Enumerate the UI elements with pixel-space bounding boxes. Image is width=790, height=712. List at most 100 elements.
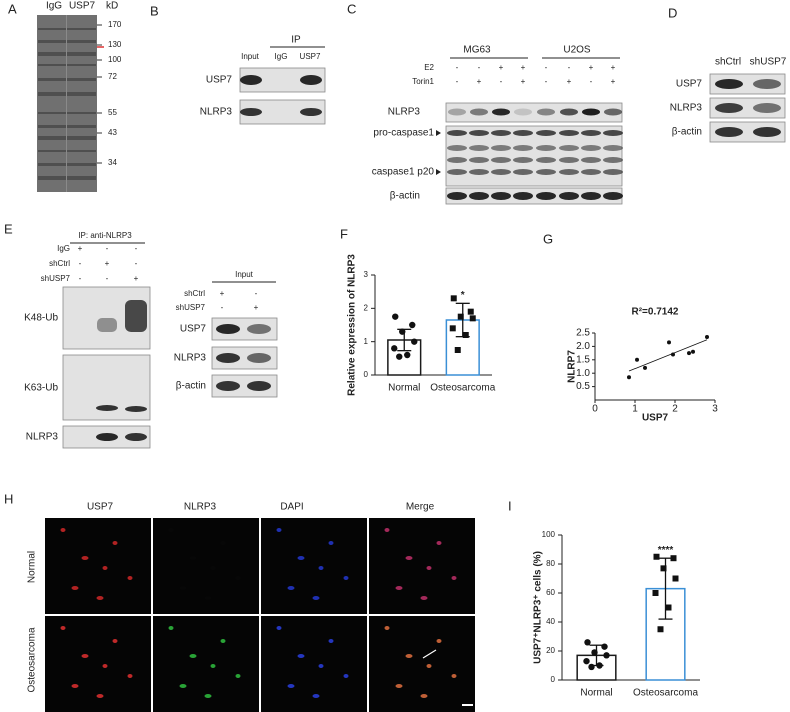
cell bbox=[112, 639, 118, 643]
cell bbox=[71, 586, 79, 590]
band bbox=[240, 108, 262, 116]
x-tick-label: Normal bbox=[580, 688, 612, 699]
data-point bbox=[635, 357, 639, 362]
cell bbox=[384, 626, 390, 630]
label: - bbox=[590, 77, 593, 86]
label: - bbox=[255, 289, 258, 298]
band bbox=[559, 145, 579, 151]
smear bbox=[97, 318, 117, 332]
y-tick-label: 60 bbox=[546, 588, 555, 597]
label: shCtrl bbox=[49, 259, 70, 268]
x-tick-label: 1 bbox=[632, 404, 638, 415]
data-point bbox=[404, 351, 411, 359]
cell bbox=[343, 674, 349, 678]
blot bbox=[211, 374, 278, 398]
data-point bbox=[671, 352, 675, 357]
band bbox=[448, 108, 466, 116]
label: 43 bbox=[108, 128, 117, 137]
label: - bbox=[79, 259, 82, 268]
band bbox=[492, 108, 510, 116]
label: shCtrl bbox=[184, 289, 205, 298]
data-point bbox=[660, 565, 667, 572]
gel-lane-divider bbox=[66, 15, 67, 192]
data-point bbox=[588, 663, 595, 671]
cell bbox=[210, 664, 216, 668]
label: shUSP7 bbox=[41, 274, 71, 283]
data-point bbox=[652, 590, 659, 596]
band bbox=[447, 130, 467, 136]
data-point bbox=[705, 335, 709, 340]
band bbox=[469, 157, 489, 163]
y-tick-label: 40 bbox=[546, 617, 555, 626]
panel-letter: H bbox=[4, 491, 13, 506]
band bbox=[581, 169, 601, 175]
band bbox=[603, 130, 623, 136]
data-point bbox=[469, 315, 476, 322]
band bbox=[513, 130, 533, 136]
label: IgG bbox=[46, 1, 62, 12]
label: kD bbox=[106, 1, 118, 12]
blot bbox=[445, 102, 623, 123]
band bbox=[581, 145, 601, 151]
band bbox=[603, 169, 623, 175]
blot bbox=[211, 346, 278, 370]
cell bbox=[102, 664, 108, 668]
arrowhead bbox=[436, 130, 441, 136]
data-point bbox=[687, 351, 691, 356]
label: U2OS bbox=[563, 45, 591, 56]
label: - bbox=[221, 303, 224, 312]
band bbox=[513, 157, 533, 163]
cell bbox=[81, 556, 89, 560]
label: - bbox=[456, 63, 459, 72]
cell bbox=[179, 684, 187, 688]
data-point bbox=[691, 349, 695, 354]
data-point bbox=[653, 553, 660, 560]
label: + bbox=[589, 63, 594, 72]
label: E2 bbox=[424, 63, 434, 72]
label: 170 bbox=[108, 20, 122, 29]
cell bbox=[204, 694, 212, 698]
cell bbox=[81, 654, 89, 658]
label: - bbox=[106, 274, 109, 283]
band bbox=[513, 192, 533, 200]
label: + bbox=[254, 303, 259, 312]
data-point bbox=[467, 308, 474, 315]
cell bbox=[436, 639, 442, 643]
band bbox=[447, 169, 467, 175]
label: β-actin bbox=[672, 127, 702, 138]
band bbox=[582, 108, 600, 116]
band bbox=[447, 192, 467, 200]
panel-letter: E bbox=[4, 221, 13, 236]
label: Input bbox=[241, 52, 260, 61]
x-tick-label: Osteosarcoma bbox=[430, 383, 495, 394]
label: IgG bbox=[57, 244, 70, 253]
label: + bbox=[78, 244, 83, 253]
cell bbox=[426, 566, 432, 570]
label: caspase1 p20 bbox=[372, 167, 435, 178]
cell bbox=[189, 654, 197, 658]
data-point bbox=[409, 321, 416, 329]
band bbox=[560, 108, 578, 116]
x-axis-label: USP7 bbox=[642, 413, 669, 424]
label: 100 bbox=[108, 55, 122, 64]
cell bbox=[220, 639, 226, 643]
data-point bbox=[399, 328, 406, 335]
band bbox=[96, 433, 118, 441]
band bbox=[447, 157, 467, 163]
data-point bbox=[672, 575, 679, 582]
cell bbox=[189, 556, 197, 560]
label: USP7 bbox=[676, 79, 703, 90]
cell bbox=[287, 586, 295, 590]
data-point bbox=[596, 662, 603, 669]
label: 72 bbox=[108, 72, 117, 81]
cell bbox=[210, 566, 216, 570]
panel-letter: C bbox=[347, 1, 356, 16]
cell bbox=[112, 541, 118, 545]
cell bbox=[405, 556, 413, 560]
label: β-actin bbox=[390, 191, 420, 202]
label: shCtrl bbox=[715, 57, 741, 68]
y-tick-label: 20 bbox=[546, 646, 555, 655]
label: + bbox=[521, 77, 526, 86]
cell bbox=[384, 528, 390, 532]
y-axis-label: Relative expression of NLRP3 bbox=[347, 254, 358, 396]
